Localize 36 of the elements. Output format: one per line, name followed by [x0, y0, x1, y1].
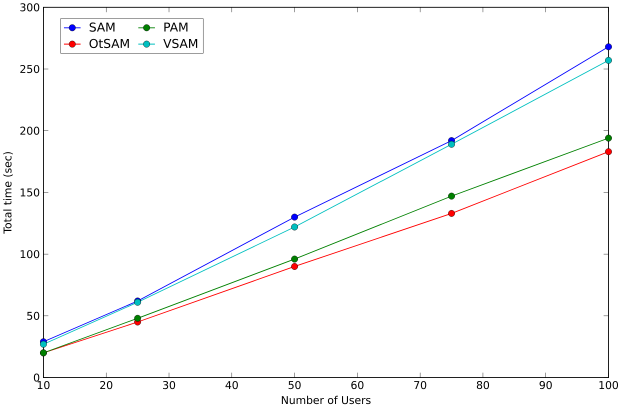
y-axis-title: Total time (sec)	[3, 152, 13, 234]
point	[605, 148, 612, 155]
x-tick-label: 40	[225, 380, 238, 389]
point	[291, 223, 298, 230]
point	[291, 262, 298, 270]
point	[605, 134, 612, 142]
x-tick-label: 80	[476, 380, 490, 389]
y-tick-label: 0	[34, 373, 40, 382]
legend-label: VSAM	[163, 38, 198, 48]
point	[291, 255, 298, 262]
point	[605, 43, 612, 50]
x-tick-label: 90	[540, 380, 552, 389]
x-axis-title: Number of Users	[282, 396, 371, 404]
y-tick-label: 200	[20, 126, 40, 135]
legend-label: SAM	[90, 22, 114, 32]
y-tick-label: 250	[20, 64, 40, 73]
y-tick-label: 100	[20, 250, 40, 258]
legend-label: OtSAM	[90, 38, 129, 48]
y-tick-label: 50	[27, 312, 40, 320]
x-tick-label: 60	[351, 380, 364, 389]
x-tick-label: 10	[38, 380, 50, 389]
legend-label: PAM	[164, 22, 188, 32]
x-tick-label: 100	[599, 380, 618, 389]
point	[291, 214, 298, 220]
x-tick-label: 70	[414, 380, 426, 389]
point	[448, 192, 455, 200]
x-tick-label: 20	[100, 380, 112, 389]
y-tick-label: 300	[20, 3, 40, 12]
x-tick-label: 50	[288, 380, 301, 389]
point	[40, 340, 47, 348]
point	[448, 210, 455, 217]
point	[134, 314, 142, 322]
point	[448, 140, 455, 148]
x-tick-label: 30	[162, 380, 176, 389]
point	[605, 56, 612, 64]
y-tick-label: 150	[20, 188, 40, 196]
